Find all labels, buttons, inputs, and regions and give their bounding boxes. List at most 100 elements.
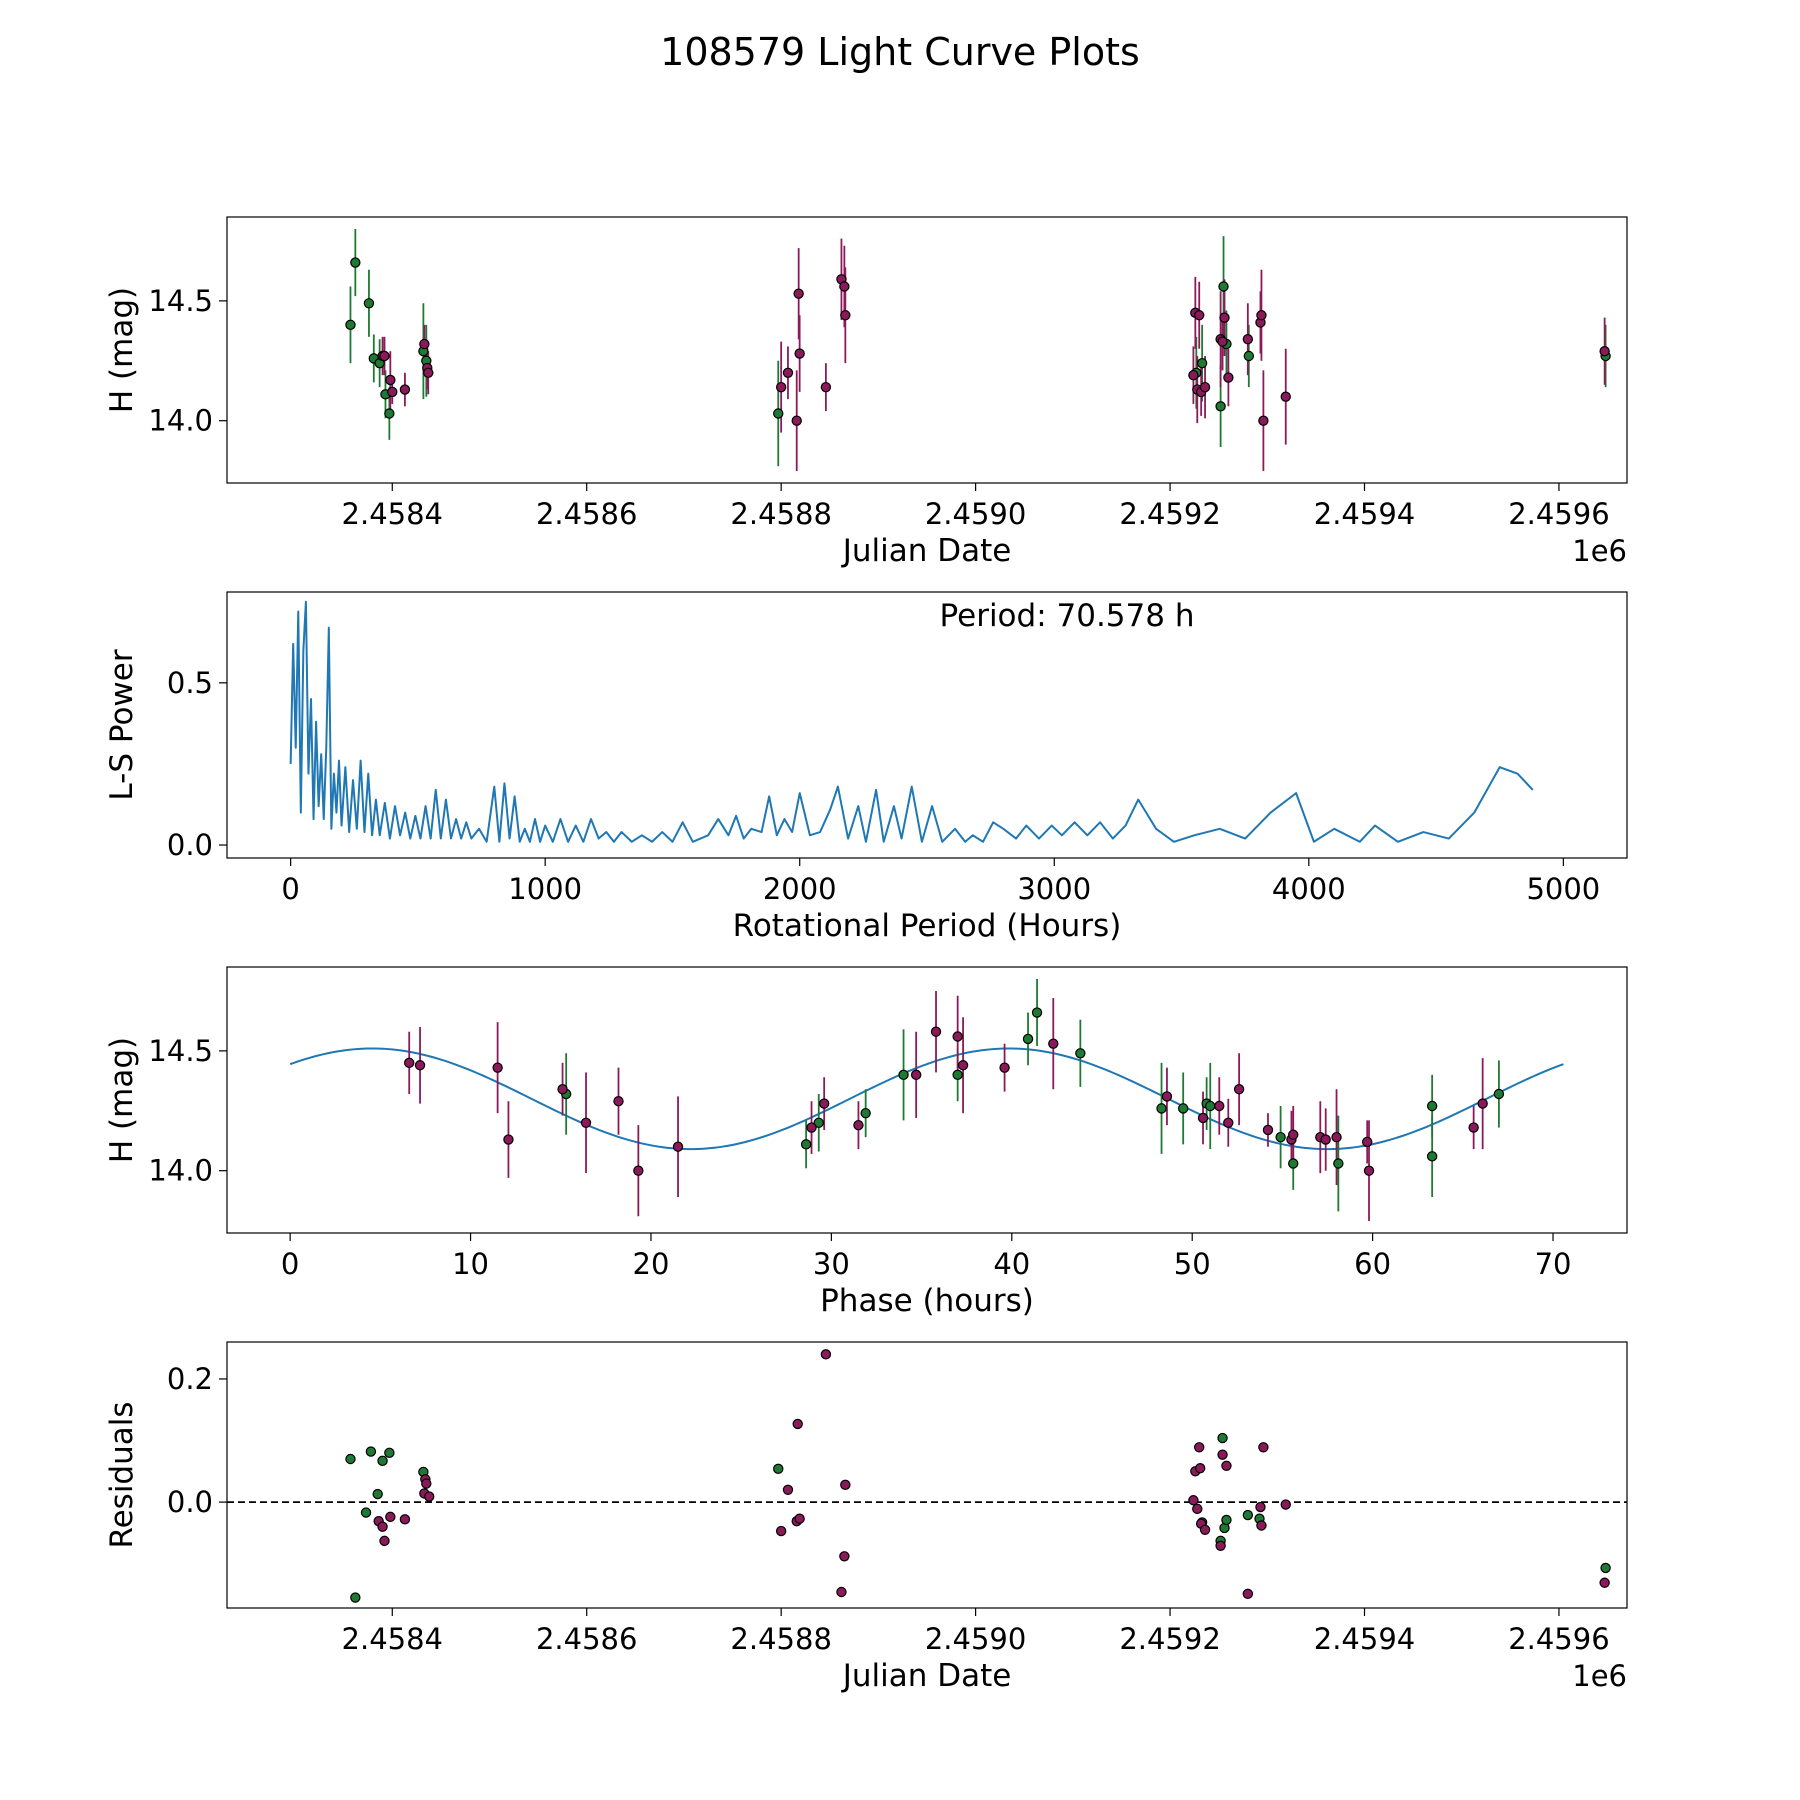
data-point <box>379 1535 390 1547</box>
data-point <box>860 1107 871 1119</box>
x-tick-label: 2.4586 <box>536 497 637 531</box>
data-point <box>1320 1134 1331 1145</box>
data-point <box>424 1491 435 1502</box>
data-point <box>1599 345 1610 357</box>
x-tick-label: 40 <box>993 1247 1030 1281</box>
light-curve-panel: 2.4584 2.4586 2.4588 2.4590 2.4592 2.4594 2.45… <box>104 216 1628 569</box>
data-point <box>1221 1460 1232 1471</box>
data-point <box>1242 1509 1254 1521</box>
data-point <box>1256 310 1267 321</box>
y-tick-label: 14.5 <box>148 1034 213 1068</box>
series-purple <box>404 1026 1488 1176</box>
data-point <box>1288 1129 1299 1140</box>
x-tick-label: 70 <box>1535 1247 1572 1281</box>
data-point <box>910 1069 922 1081</box>
data-point <box>952 1031 963 1042</box>
data-point <box>399 1514 411 1525</box>
data-point <box>839 1551 850 1562</box>
x-axis-label: Julian Date <box>841 1658 1012 1694</box>
data-point <box>1288 1158 1299 1169</box>
x-offset-label: 1e6 <box>1572 534 1627 568</box>
data-point <box>820 381 832 393</box>
data-point <box>613 1095 624 1107</box>
data-point <box>1255 1501 1266 1513</box>
series-purple <box>377 274 1610 426</box>
data-point <box>782 1484 794 1495</box>
data-point <box>773 1463 784 1475</box>
data-point <box>377 1455 388 1467</box>
data-point <box>1192 1503 1203 1515</box>
data-point <box>423 367 434 378</box>
data-point <box>350 1592 361 1603</box>
data-point <box>1221 1514 1232 1526</box>
data-point <box>840 1479 851 1491</box>
x-tick-label: 2.4588 <box>730 497 831 531</box>
x-tick-label: 3000 <box>1017 872 1091 906</box>
data-point <box>384 408 395 419</box>
x-offset-label: 1e6 <box>1572 1659 1627 1693</box>
series-green <box>345 257 1611 419</box>
data-point <box>794 348 805 359</box>
data-point <box>1233 1084 1245 1095</box>
data-point <box>1199 381 1211 393</box>
data-point <box>775 1525 787 1537</box>
x-tick-label: 30 <box>813 1247 850 1281</box>
data-point <box>421 1478 432 1489</box>
x-tick-label: 2.4590 <box>925 1622 1026 1656</box>
x-tick-label: 0 <box>281 1247 299 1281</box>
model-fit-curve <box>289 1047 1564 1151</box>
y-tick-label: 0.2 <box>167 1362 213 1396</box>
data-point <box>806 1122 817 1133</box>
data-point <box>1258 415 1269 426</box>
data-point <box>1426 1151 1438 1162</box>
data-point <box>800 1139 812 1150</box>
x-tick-label: 50 <box>1174 1247 1211 1281</box>
x-tick-label: 2.4592 <box>1119 497 1220 531</box>
data-point <box>1022 1033 1034 1045</box>
data-point <box>419 338 430 350</box>
y-tick-label: 14.0 <box>148 404 213 438</box>
data-point <box>1197 1112 1209 1124</box>
data-point <box>1242 334 1254 345</box>
data-point <box>580 1117 592 1128</box>
data-point <box>818 1098 830 1109</box>
x-tick-label: 2.4596 <box>1508 497 1609 531</box>
x-tick-label: 1000 <box>508 872 582 906</box>
data-point <box>1331 1131 1342 1143</box>
plot-frame <box>226 591 1628 859</box>
x-tick-label: 2000 <box>763 872 837 906</box>
data-point <box>372 1488 383 1500</box>
data-point <box>1188 1495 1199 1506</box>
y-axis-label: Residuals <box>104 1401 140 1548</box>
data-point <box>820 1349 832 1360</box>
data-point <box>952 1069 963 1081</box>
x-tick-label: 2.4584 <box>342 1622 443 1656</box>
data-point <box>793 288 804 299</box>
residuals-panel: 2.4584 2.4586 2.4588 2.4590 2.4592 2.4594 2.45… <box>104 1341 1628 1694</box>
x-tick-label: 2.4596 <box>1508 1622 1609 1656</box>
data-point <box>633 1165 644 1176</box>
data-point <box>1363 1165 1375 1176</box>
data-point <box>1426 1100 1438 1112</box>
data-point <box>1477 1098 1488 1109</box>
y-axis-label: H (mag) <box>104 1037 140 1163</box>
data-point <box>1262 1124 1274 1136</box>
data-point <box>1219 312 1230 323</box>
data-point <box>1599 1577 1610 1588</box>
x-tick-label: 2.4590 <box>925 497 1026 531</box>
data-point <box>957 1060 969 1071</box>
x-tick-label: 2.4586 <box>536 1622 637 1656</box>
data-point <box>1256 1520 1267 1531</box>
data-point <box>782 367 794 378</box>
data-point <box>1177 1103 1189 1114</box>
data-point <box>387 386 398 398</box>
data-point <box>1215 1540 1226 1552</box>
data-point <box>853 1119 864 1131</box>
data-point <box>404 1057 415 1069</box>
data-point <box>1196 357 1208 369</box>
data-point <box>1214 1100 1225 1112</box>
x-tick-label: 0 <box>281 872 299 906</box>
x-axis-label: Julian Date <box>841 533 1012 569</box>
data-point <box>839 281 850 292</box>
data-point <box>503 1134 514 1145</box>
